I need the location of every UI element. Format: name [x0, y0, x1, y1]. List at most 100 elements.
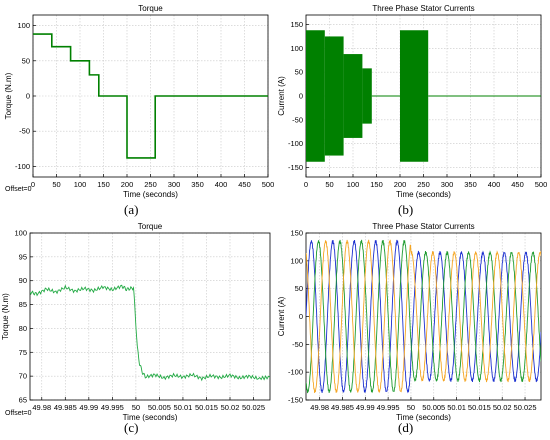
y-tick-label: 65 — [19, 396, 27, 405]
x-tick-label: 49.99 — [79, 403, 98, 412]
y-tick-label: 85 — [19, 300, 27, 309]
y-tick-label: -50 — [19, 127, 30, 136]
y-tick-label: 0 — [26, 92, 30, 101]
y-axis-label: Torque (N.m) — [1, 293, 10, 340]
x-tick-label: 300 — [441, 180, 454, 189]
plot-frame — [305, 232, 542, 401]
series-phase-3-line — [306, 239, 541, 394]
y-tick-label: 150 — [290, 20, 303, 29]
y-tick-label: 50 — [22, 56, 30, 65]
x-tick-label: 450 — [238, 180, 251, 189]
x-tick-label: 50 — [325, 180, 333, 189]
y-tick-label: 80 — [19, 324, 27, 333]
current-envelope-segment — [306, 30, 325, 162]
y-axis-label: Current (A) — [277, 296, 286, 336]
x-tick-label: 50 — [132, 403, 140, 412]
y-tick-label: 100 — [290, 256, 303, 265]
panel-b: 0 50 100 150 200 250 300 350 400 450 500-150-100-5… — [277, 4, 547, 199]
caption-c: (c) — [124, 420, 139, 435]
x-tick-label: 500 — [535, 180, 548, 189]
x-tick-label: 50.005 — [148, 403, 171, 412]
y-tick-label: -150 — [288, 163, 303, 172]
x-tick-label: 49.98 — [32, 403, 51, 412]
offset-label: Offset=0 — [5, 410, 32, 417]
plot-area — [30, 233, 270, 400]
y-tick-label: 150 — [290, 229, 303, 238]
x-tick-label: 50 — [52, 180, 60, 189]
x-tick-label: 0 — [31, 180, 35, 189]
x-tick-label: 50.025 — [242, 403, 265, 412]
chart-title: Three Phase Stator Currents — [372, 222, 474, 231]
x-tick-label: 350 — [191, 180, 204, 189]
series-torque-zoom-line — [30, 284, 270, 382]
panel-d: 49.98 49.985 49.99 49.995 50 50.005 50.01 50.01… — [277, 222, 542, 422]
y-tick-label: -50 — [292, 340, 303, 349]
x-axis-label: Time (seconds) — [396, 190, 451, 199]
y-axis-label: Torque (N.m) — [4, 72, 13, 119]
current-envelope-segment — [362, 68, 372, 124]
caption-b: (b) — [398, 202, 414, 217]
x-tick-label: 49.98 — [310, 403, 329, 412]
y-tick-label: 75 — [19, 348, 27, 357]
x-tick-label: 250 — [144, 180, 157, 189]
y-tick-label: -150 — [288, 396, 303, 405]
series-phase-1-line — [306, 239, 541, 394]
current-envelope-segment — [400, 30, 429, 162]
chart-title: Torque — [138, 222, 163, 231]
x-tick-label: 400 — [488, 180, 501, 189]
plot-frame — [29, 232, 271, 401]
y-tick-label: -50 — [292, 115, 303, 124]
chart-title: Three Phase Stator Currents — [372, 4, 474, 13]
x-tick-label: 500 — [262, 180, 275, 189]
x-tick-label: 50.01 — [447, 403, 466, 412]
current-envelope-segment — [324, 36, 344, 156]
x-tick-label: 49.985 — [331, 403, 354, 412]
y-tick-label: -100 — [288, 368, 303, 377]
panel-a: 0 50 100 150 200 250 300 350 400 450 500 -100 -50 0 50… — [4, 4, 274, 199]
x-tick-label: 200 — [121, 180, 134, 189]
y-tick-label: 70 — [19, 372, 27, 381]
caption-d: (d) — [398, 420, 414, 435]
x-tick-label: 49.995 — [377, 403, 400, 412]
panel-c: 49.98 49.985 49.99 49.995 50 50.005 50.01 50.01… — [1, 222, 271, 422]
x-axis-label: Time (seconds) — [396, 413, 451, 422]
series-torque-line — [33, 33, 268, 159]
x-tick-label: 400 — [215, 180, 228, 189]
x-tick-label: 50.02 — [493, 403, 512, 412]
y-tick-label: 0 — [299, 312, 303, 321]
y-tick-label: -100 — [288, 139, 303, 148]
x-tick-label: 50.015 — [468, 403, 491, 412]
y-tick-label: 50 — [295, 284, 303, 293]
y-tick-label: -100 — [15, 162, 30, 171]
x-tick-label: 50.015 — [195, 403, 218, 412]
x-tick-label: 50.02 — [221, 403, 240, 412]
x-tick-label: 250 — [417, 180, 430, 189]
x-tick-label: 150 — [370, 180, 383, 189]
x-tick-label: 50 — [407, 403, 415, 412]
y-tick-label: 90 — [19, 276, 27, 285]
series-phase-2-line — [306, 239, 541, 394]
y-tick-label: 0 — [299, 92, 303, 101]
y-axis-label: Current (A) — [277, 76, 286, 116]
x-tick-label: 450 — [511, 180, 524, 189]
x-tick-label: 0 — [304, 180, 308, 189]
x-axis-label: Time (seconds) — [123, 413, 178, 422]
x-tick-label: 50.01 — [174, 403, 193, 412]
x-tick-label: 200 — [394, 180, 407, 189]
offset-label: Offset=0 — [5, 186, 32, 193]
x-tick-label: 150 — [97, 180, 110, 189]
x-tick-label: 49.985 — [54, 403, 77, 412]
current-envelope-segment — [343, 54, 363, 138]
x-axis-label: Time (seconds) — [123, 190, 178, 199]
y-tick-label: 100 — [14, 229, 27, 238]
x-tick-label: 100 — [347, 180, 360, 189]
caption-a: (a) — [124, 202, 139, 217]
x-tick-label: 50.025 — [514, 403, 537, 412]
x-tick-label: 300 — [168, 180, 181, 189]
x-tick-label: 49.99 — [356, 403, 375, 412]
x-tick-label: 49.995 — [101, 403, 124, 412]
y-tick-label: 100 — [290, 44, 303, 53]
x-tick-label: 100 — [74, 180, 87, 189]
y-tick-label: 50 — [295, 68, 303, 77]
